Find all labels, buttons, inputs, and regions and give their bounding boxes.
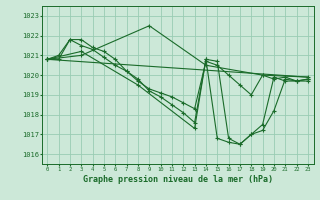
X-axis label: Graphe pression niveau de la mer (hPa): Graphe pression niveau de la mer (hPa): [83, 175, 273, 184]
